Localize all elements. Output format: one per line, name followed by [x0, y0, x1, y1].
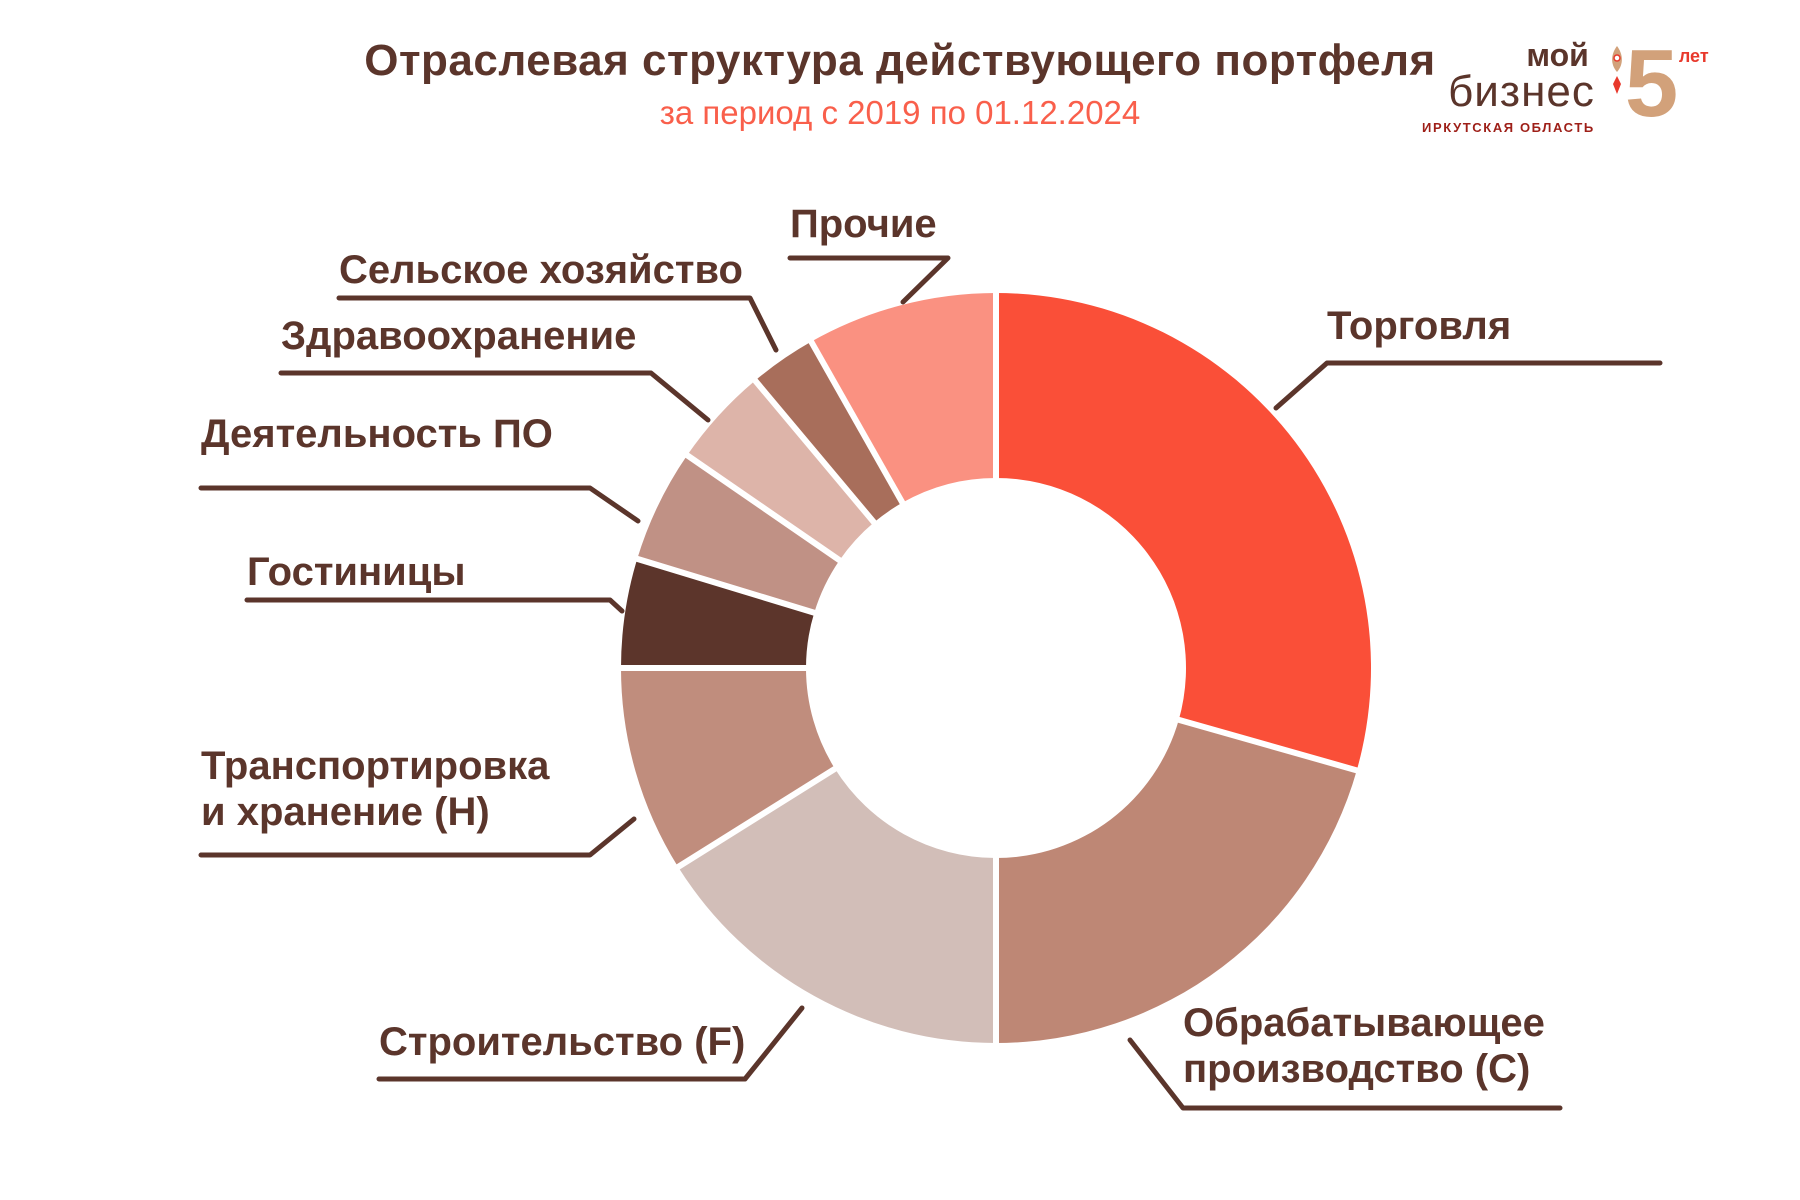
label-obrabatyvayushchee: Обрабатывающее производство (C): [1183, 1001, 1545, 1091]
segment-3: [621, 668, 835, 867]
separator-5: [632, 554, 819, 617]
pointer-deyat: [198, 485, 641, 524]
rocket-icon: [1611, 46, 1622, 94]
page-title: Отраслевая структура действующего портфе…: [364, 36, 1436, 85]
pointer-gostinitsy: [244, 597, 625, 614]
pointer-torgovlya: [1273, 360, 1663, 411]
segment-8: [811, 293, 996, 503]
logo-brand-line1: мой: [1526, 37, 1589, 73]
separator-3: [673, 764, 840, 872]
segment-4: [621, 558, 815, 668]
separator-6: [682, 450, 845, 565]
logo-region-caption: ИРКУТСКАЯ ОБЛАСТЬ: [1422, 120, 1595, 135]
label-pointer-lines: [198, 255, 1663, 1111]
label-stroitelstvo: Строительство (F): [379, 1020, 746, 1064]
pointer-selskoe: [336, 295, 779, 353]
logo-text-column: мой бизнес ИРКУТСКАЯ ОБЛАСТЬ: [1422, 37, 1595, 135]
page-subtitle: за период с 2019 по 01.12.2024: [659, 94, 1141, 131]
separator-1: [1174, 715, 1362, 775]
logo-anniversary-mark: 5 лет: [1605, 30, 1709, 148]
logo-anniversary-caption: лет: [1678, 46, 1709, 66]
pointer-zdrav: [278, 370, 711, 423]
segment-1: [996, 719, 1357, 1043]
separator-8: [806, 336, 907, 508]
label-deyatelnost-po: Деятельность ПО: [201, 412, 553, 456]
logo-brand-line2: бизнес: [1448, 67, 1595, 116]
label-torgovlya: Торговля: [1327, 304, 1512, 348]
segment-0: [996, 293, 1371, 771]
logo-number-five: 5: [1624, 30, 1679, 137]
label-selskoe-khozyaystvo: Сельское хозяйство: [339, 248, 743, 292]
my-business-logo: мой бизнес ИРКУТСКАЯ ОБЛАСТЬ 5 лет: [1422, 30, 1709, 148]
segment-6: [687, 380, 874, 561]
label-zdravookhranenie: Здравоохранение: [281, 314, 637, 358]
label-transportirovka: Транспортировка и хранение (Н): [201, 744, 550, 834]
segment-separators: [617, 289, 1362, 1047]
pointer-transport: [198, 816, 637, 858]
label-prochie: Прочие: [790, 202, 937, 246]
segment-2: [678, 768, 996, 1043]
separator-7: [750, 375, 879, 528]
segment-7: [755, 341, 903, 523]
label-gostinitsy: Гостиницы: [247, 550, 466, 594]
pointer-stroit: [376, 1005, 805, 1082]
pointer-prochie: [787, 255, 951, 305]
pointer-obrabat: [1127, 1037, 1563, 1111]
